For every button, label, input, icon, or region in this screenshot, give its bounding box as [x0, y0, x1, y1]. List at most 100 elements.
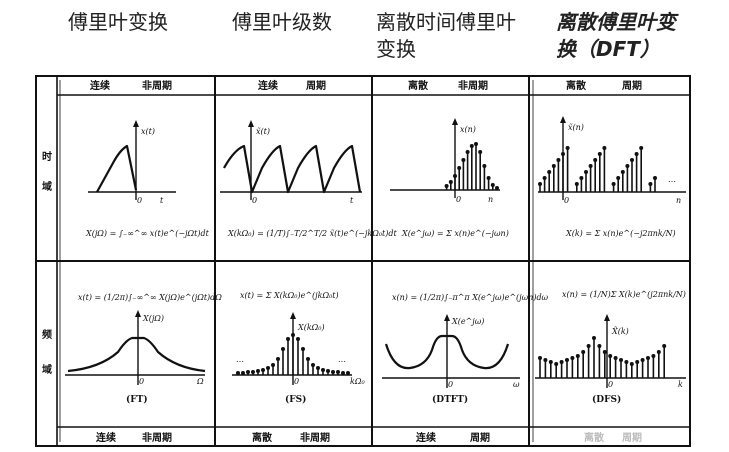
dfs-freq-line-19	[640, 358, 645, 378]
fs-line-22	[346, 371, 350, 375]
dfs-sample-2	[547, 170, 552, 192]
dtft-sample-9	[448, 180, 453, 190]
col1-bottom-b: 非周期	[142, 431, 172, 444]
fs-line-16	[316, 366, 320, 375]
header-dtft: 离散时间傅里叶变换	[376, 10, 516, 61]
dtft-freq-formula: x(n) = (1/2π)∫₋π^π X(e^jω)e^(jωn)dω	[392, 293, 549, 302]
fs-dots-left: …	[236, 355, 244, 364]
ft-freq-formula: x(t) = (1/2π)∫₋∞^∞ X(jΩ)e^(jΩt)dΩ	[78, 293, 222, 302]
col1-top-a: 连续	[90, 79, 110, 92]
ft-freq-zero: 0	[139, 377, 144, 386]
dtft-time-axis-label: x(n)	[460, 125, 476, 134]
dfs-time-plot: x̃(n) 0 n …	[538, 116, 686, 205]
dfs-freq-line-18	[635, 360, 640, 378]
dfs-freq-axis-label: X̃(k)	[611, 327, 629, 336]
dtft-sample-16	[478, 150, 483, 190]
dfs-freq-line-0	[538, 356, 542, 378]
fs-line-21	[341, 371, 345, 375]
dfs-freq-formula: x(n) = (1/N)Σ X(k)e^(j2πnk/N)	[562, 290, 686, 299]
col1-bottom-a: 连续	[96, 431, 116, 444]
ft-time-formula: X(jΩ) = ∫₋∞^∞ x(t)e^(−jΩt)dt	[85, 229, 210, 238]
dtft-freq-plot: X(e^jω) 0 ω	[382, 314, 520, 389]
dtft-sample-14	[469, 144, 474, 190]
dfs-freq-line-10	[592, 336, 596, 378]
fs-time-axis-label: x̃(t)	[256, 127, 270, 136]
fs-line-11	[291, 333, 295, 375]
fs-time-zero: 0	[252, 196, 257, 205]
fs-line-12	[296, 337, 300, 375]
fs-freq-formula: x(t) = Σ X(kΩ₀)e^(jkΩ₀t)	[240, 291, 339, 300]
dtft-freq-var: ω	[513, 380, 520, 389]
dfs-time-var: n	[676, 196, 681, 205]
side-label-time-2: 域	[42, 180, 52, 193]
fs-freq-axis-label: X(kΩ₀)	[297, 323, 325, 332]
dfs-freq-line-21	[651, 354, 656, 378]
dtft-sample-11	[457, 166, 462, 190]
side-label-freq-1: 频	[42, 328, 52, 341]
dfs-sample-13	[597, 152, 602, 192]
dtft-time-formula: X(e^jω) = Σ x(n)e^(−jωn)	[401, 229, 509, 238]
table-grid	[35, 75, 691, 447]
side-label-freq-2: 域	[42, 363, 52, 376]
fs-line-14	[306, 357, 310, 375]
fs-caption: (FS)	[285, 394, 306, 405]
dtft-sample-12	[461, 158, 466, 190]
col2-top-b: 周期	[306, 79, 326, 92]
fs-time-formula: X(kΩ₀) = (1/T)∫₋T/2^T/2 x̃(t)e^(−jkΩ₀t)d…	[227, 229, 398, 238]
col3-bottom-a: 连续	[416, 431, 436, 444]
dfs-sample-1	[542, 176, 547, 192]
ft-time-plot: x(t) 0 t	[88, 120, 176, 205]
dfs-sample-6	[565, 146, 570, 192]
fs-line-3	[251, 370, 255, 375]
dfs-sample-20	[630, 158, 634, 192]
dfs-caption: (DFS)	[592, 394, 621, 405]
dfs-freq-line-15	[619, 358, 623, 378]
dfs-freq-line-23	[662, 344, 667, 378]
dfs-sample-10	[584, 170, 588, 192]
dfs-time-axis-label: x̃(n)	[568, 123, 584, 132]
fs-line-13	[301, 347, 305, 375]
dfs-freq-line-3	[554, 362, 559, 378]
dfs-sample-18	[620, 170, 625, 192]
dfs-sample-4	[556, 158, 561, 192]
dtft-time-zero: 0	[456, 195, 461, 204]
dtft-time-var: n	[488, 195, 493, 204]
fs-line-1	[241, 371, 245, 375]
dfs-freq-line-4	[559, 360, 564, 378]
dtft-time-plot: x(n) 0 n	[390, 118, 500, 204]
dfs-sample-11	[588, 164, 593, 192]
dfs-dots: …	[668, 175, 676, 184]
dtft-sample-15	[474, 142, 478, 190]
dtft-sample-13	[465, 150, 470, 190]
dfs-time-zero: 0	[564, 196, 569, 205]
dfs-freq-line-14	[613, 356, 618, 378]
dfs-freq-var: k	[678, 380, 683, 389]
fs-line-20	[336, 370, 340, 375]
dfs-sample-21	[634, 152, 639, 192]
dfs-freq-line-7	[575, 354, 580, 378]
dtft-sample-20	[495, 186, 499, 190]
dfs-freq-plot: X̃(k) 0 k	[535, 314, 686, 389]
fs-line-8	[276, 357, 280, 375]
dtft-sample-10	[453, 174, 457, 190]
dfs-sample-16	[611, 182, 616, 192]
dtft-sample-19	[490, 183, 495, 190]
ft-time-zero: 0	[137, 196, 142, 205]
fs-line-0	[236, 371, 240, 375]
dfs-freq-line-17	[629, 362, 634, 378]
dfs-sample-17	[616, 176, 621, 192]
col4-top-b: 周期	[622, 79, 642, 92]
dfs-freq-line-8	[581, 350, 586, 378]
header-dft: 离散傅里叶变换（DFT）	[556, 10, 676, 61]
col4-top-a: 离散	[566, 79, 587, 92]
fs-freq-var: kΩ₀	[350, 377, 365, 386]
ft-time-axis-label: x(t)	[141, 127, 155, 136]
dfs-freq-line-16	[624, 360, 629, 378]
fs-line-6	[266, 366, 270, 375]
dfs-freq-line-6	[570, 356, 575, 378]
col4-bottom-b: 周期	[622, 431, 642, 444]
dfs-sample-0	[538, 182, 542, 192]
dfs-freq-line-2	[548, 360, 553, 378]
fs-dots-right: …	[338, 355, 346, 364]
